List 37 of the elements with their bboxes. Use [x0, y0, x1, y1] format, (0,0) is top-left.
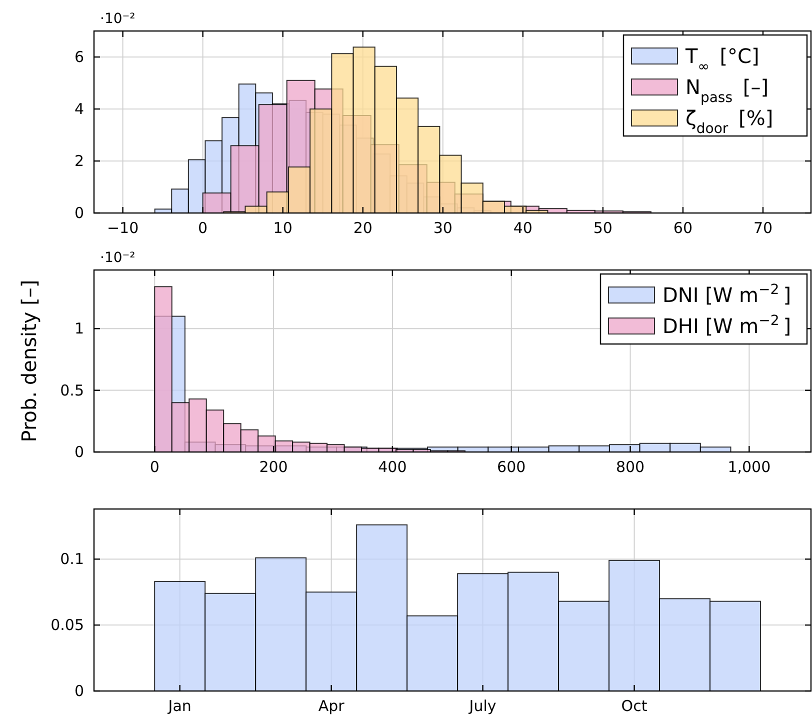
text: ·10⁻² — [100, 250, 136, 266]
x-tick-label: Jan — [167, 697, 192, 715]
x-tick-label: 50 — [593, 219, 612, 237]
y-tick-label: 0 — [74, 204, 84, 222]
x-tick-label: 200 — [259, 458, 288, 476]
x-tick-label: Apr — [318, 697, 346, 715]
y-tick-label: 0.05 — [50, 616, 84, 634]
x-tick-label: 30 — [433, 219, 452, 237]
text: ·10⁻² — [100, 11, 136, 27]
legend-label: DNI [W m$^{−2}$] — [662, 282, 791, 307]
legend-label: N$_{pass}$ [–] — [686, 75, 768, 106]
y-tick-label: 4 — [74, 100, 84, 118]
y-tick-label: 0.1 — [60, 550, 84, 568]
x-tick-label: 1,000 — [728, 458, 771, 476]
y-axis-title: Prob. density [–] — [17, 280, 41, 442]
x-tick-label: −10 — [106, 219, 139, 237]
legend-label: ζ$_{door}$ [%] — [686, 106, 774, 137]
legend-label: DHI [W m$^{−2}$] — [662, 313, 792, 338]
y-tick-label: 0.5 — [60, 381, 84, 400]
y-tick-label: 1 — [74, 320, 84, 338]
y-tick-label: 2 — [74, 152, 84, 170]
x-tick-label: Oct — [621, 697, 648, 715]
x-tick-label: 40 — [513, 219, 532, 237]
x-tick-label: 600 — [497, 458, 526, 476]
x-tick-label: 0 — [198, 219, 208, 237]
x-tick-label: 20 — [353, 219, 372, 237]
y-tick-label: 0 — [74, 443, 84, 461]
y-tick-label: 6 — [74, 48, 84, 66]
x-tick-label: 60 — [673, 219, 693, 237]
x-tick-label: July — [468, 697, 496, 715]
y-tick-label: 0 — [74, 682, 84, 700]
x-tick-label: 400 — [378, 458, 407, 476]
legend-label: T$_{∞}$ [°C] — [684, 44, 760, 75]
x-tick-label: 0 — [150, 458, 160, 476]
x-tick-label: 10 — [273, 219, 292, 237]
x-tick-label: 70 — [753, 219, 773, 237]
x-tick-label: 800 — [616, 458, 645, 476]
